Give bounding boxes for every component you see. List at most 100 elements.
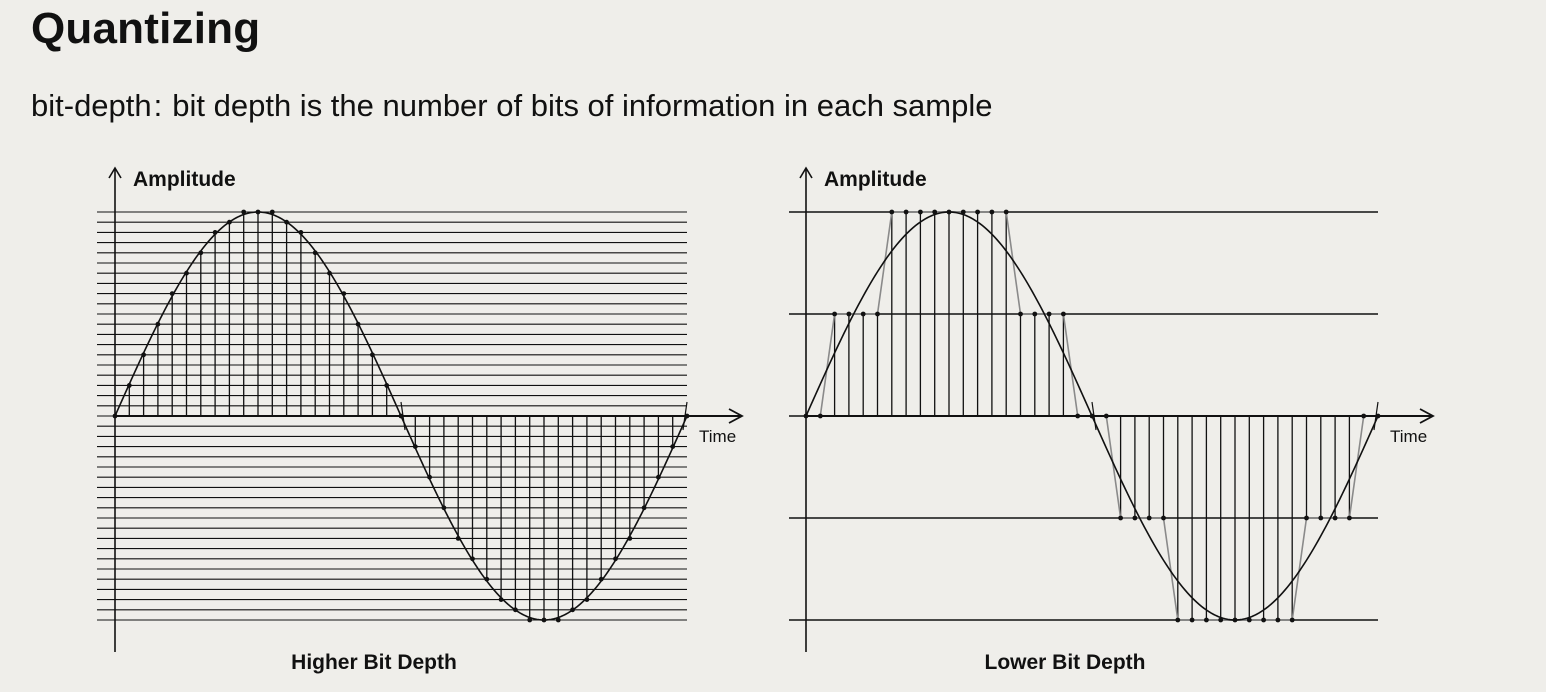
sample-point bbox=[1332, 515, 1338, 521]
sample-point bbox=[355, 321, 361, 327]
sample-point bbox=[1304, 515, 1309, 521]
sample-point bbox=[613, 556, 618, 562]
sample-point bbox=[455, 536, 461, 541]
sample-point bbox=[1132, 515, 1138, 521]
sample-point bbox=[1003, 209, 1009, 215]
sample-lines bbox=[128, 212, 674, 620]
subtitle-term: bit-depth bbox=[31, 88, 152, 123]
sample-point bbox=[441, 505, 447, 511]
zero-crossing-tick bbox=[400, 401, 406, 431]
sample-point bbox=[903, 209, 909, 215]
sample-point bbox=[212, 230, 218, 235]
sample-point bbox=[198, 250, 204, 256]
x-axis-arrowhead bbox=[1419, 408, 1435, 424]
sample-point bbox=[498, 597, 504, 602]
sample-point bbox=[1175, 617, 1181, 623]
sample-point bbox=[975, 209, 980, 215]
sample-point bbox=[484, 576, 490, 582]
y-axis-arrowhead bbox=[108, 166, 122, 179]
y-axis-arrowhead bbox=[799, 166, 813, 179]
sample-point bbox=[513, 607, 518, 613]
sample-point bbox=[1275, 617, 1281, 623]
sample-point bbox=[341, 291, 347, 296]
panel-lower-bit-depth: Amplitude Time Lower Bit Depth bbox=[789, 166, 1435, 674]
sample-point bbox=[269, 209, 275, 215]
sample-point bbox=[627, 536, 633, 541]
sample-point bbox=[1061, 311, 1066, 317]
sample-point bbox=[946, 209, 952, 215]
sample-point bbox=[470, 556, 475, 562]
x-axis-label: Time bbox=[699, 427, 736, 446]
sample-point bbox=[918, 209, 923, 215]
sample-point bbox=[1218, 617, 1224, 623]
subtitle-separator: : bbox=[153, 88, 163, 123]
axes bbox=[799, 166, 1435, 652]
sample-point bbox=[1189, 617, 1195, 623]
sample-point bbox=[155, 321, 161, 327]
sample-points bbox=[112, 209, 690, 623]
sample-point bbox=[875, 311, 880, 317]
sample-point bbox=[1261, 617, 1266, 623]
sample-point bbox=[656, 474, 661, 480]
sample-point bbox=[298, 230, 304, 235]
sample-lines bbox=[833, 212, 1351, 620]
panel-caption: Higher Bit Depth bbox=[291, 651, 457, 674]
sample-point bbox=[427, 474, 432, 480]
y-axis-label: Amplitude bbox=[824, 168, 927, 191]
sample-point bbox=[1146, 515, 1152, 521]
sample-point bbox=[641, 505, 647, 511]
sample-point bbox=[1347, 515, 1352, 521]
sample-point bbox=[255, 209, 261, 215]
subtitle-text: bit depth is the number of bits of infor… bbox=[172, 88, 993, 123]
sample-point bbox=[555, 617, 561, 623]
sample-point bbox=[932, 209, 938, 215]
sample-point bbox=[860, 311, 866, 317]
sample-points bbox=[803, 209, 1381, 623]
subtitle: bit-depth: bit depth is the number of bit… bbox=[31, 88, 993, 124]
period-end-tick bbox=[1373, 401, 1379, 431]
sample-point bbox=[541, 617, 547, 623]
x-axis-label: Time bbox=[1390, 427, 1427, 446]
period-end-tick bbox=[682, 401, 688, 431]
sample-point bbox=[598, 576, 604, 582]
sample-point bbox=[1318, 515, 1324, 521]
y-axis-label: Amplitude bbox=[133, 168, 236, 191]
sample-point bbox=[1118, 515, 1123, 521]
sample-point bbox=[889, 209, 895, 215]
axes bbox=[108, 166, 744, 652]
sample-point bbox=[670, 444, 676, 449]
sample-point bbox=[169, 291, 175, 296]
quantization-grid bbox=[97, 211, 687, 621]
sample-point bbox=[327, 270, 332, 276]
panel-caption: Lower Bit Depth bbox=[985, 651, 1146, 674]
sample-point bbox=[227, 219, 232, 225]
sample-point bbox=[1018, 311, 1023, 317]
x-axis-arrowhead bbox=[728, 408, 744, 424]
sample-point bbox=[1032, 311, 1038, 317]
sample-point bbox=[184, 270, 189, 276]
sample-point bbox=[584, 597, 590, 602]
sample-point bbox=[1289, 617, 1295, 623]
slide-title: Quantizing bbox=[31, 4, 261, 53]
panel-higher-bit-depth: Amplitude Time Higher Bit Depth bbox=[97, 166, 744, 674]
sample-point bbox=[1161, 515, 1166, 521]
sample-point bbox=[989, 209, 995, 215]
sample-point bbox=[126, 383, 132, 388]
sample-point bbox=[960, 209, 966, 215]
zero-crossing-tick bbox=[1091, 401, 1097, 431]
sample-point bbox=[141, 352, 147, 358]
sample-point bbox=[1246, 617, 1252, 623]
sample-point bbox=[527, 617, 533, 623]
sample-point bbox=[384, 383, 390, 388]
sample-point bbox=[1204, 617, 1209, 623]
sample-point bbox=[1046, 311, 1052, 317]
sample-point bbox=[832, 311, 837, 317]
sample-point bbox=[846, 311, 852, 317]
sample-point bbox=[241, 209, 247, 215]
sample-point bbox=[312, 250, 318, 256]
sample-point bbox=[1232, 617, 1238, 623]
sample-point bbox=[370, 352, 375, 358]
sample-point bbox=[284, 219, 289, 225]
sample-point bbox=[570, 607, 575, 613]
